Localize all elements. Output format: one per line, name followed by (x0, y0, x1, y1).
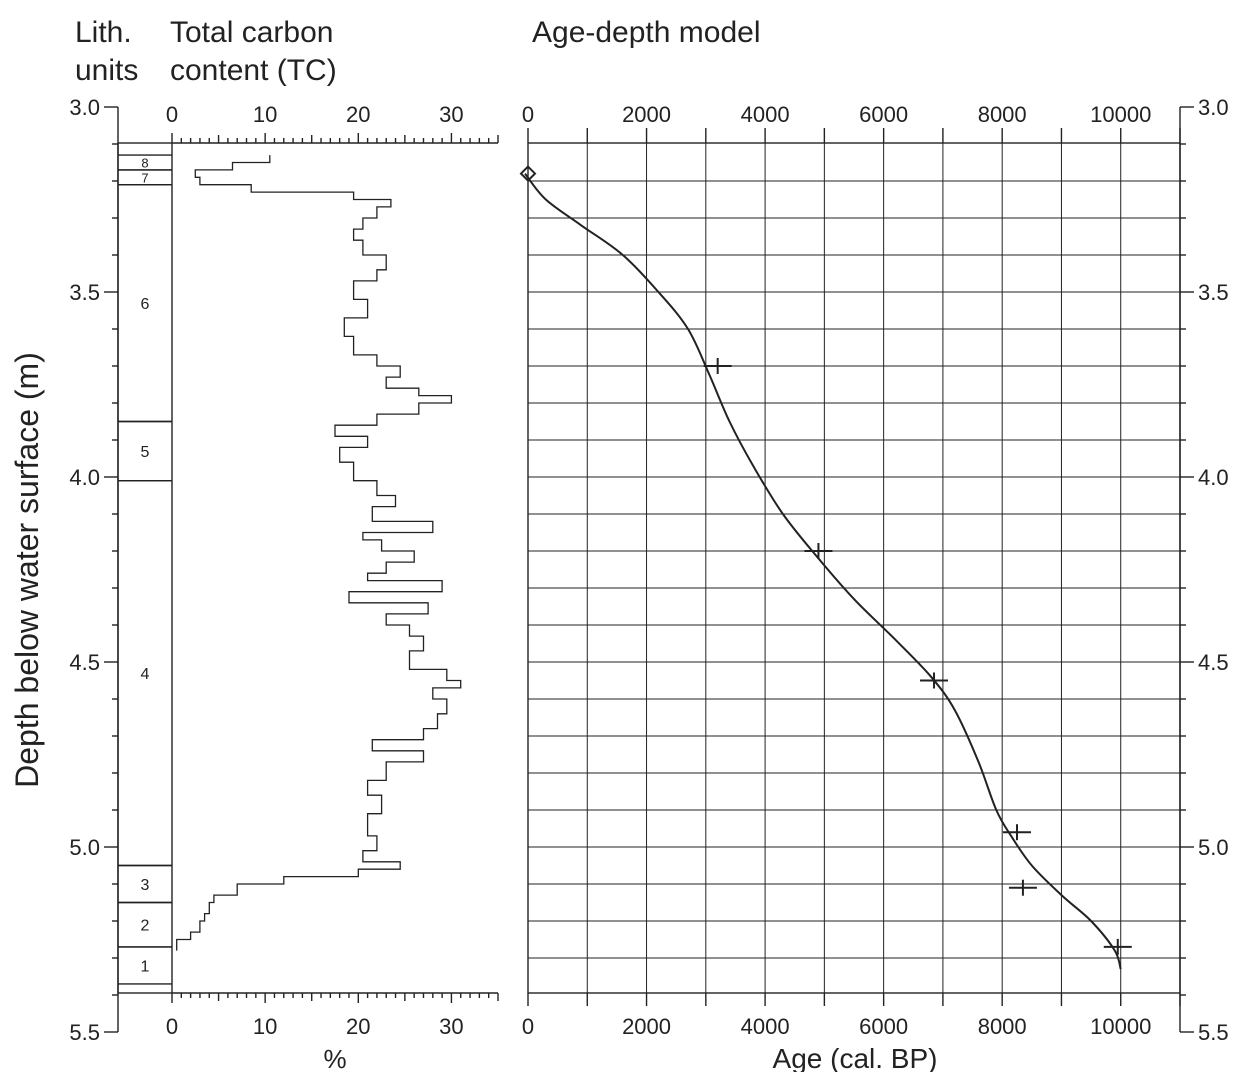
right-depth-tick-label: 5.0 (1198, 835, 1229, 860)
lith-units-column: 87 6 5 4 3 2 1 (117, 142, 173, 994)
age-depth-panel: Age (cal. BP) 0 0 2000 2000 4000 4000 6000 6000… (519, 102, 1181, 1072)
tc-bottom-tick-label: 0 (166, 1014, 178, 1039)
age-bottom-tick-label: 2000 (622, 1014, 671, 1039)
tc-curve (176, 155, 462, 951)
dated-point (703, 358, 732, 374)
right-depth-axis: 3.0 3.5 4.0 4.5 5.0 5.5 (1179, 95, 1229, 1045)
tc-bottom-tick-label: 30 (439, 1014, 463, 1039)
age-top-tick-label: 10000 (1090, 102, 1151, 127)
tc-header-line2: content (TC) (170, 54, 337, 87)
age-top-tick-label: 6000 (859, 102, 908, 127)
age-depth-frame (527, 142, 1181, 994)
lith-unit-8: 8 (141, 156, 148, 171)
dated-point (1003, 824, 1031, 841)
tc-top-tick-label: 30 (439, 102, 463, 127)
lith-unit-5: 5 (141, 444, 150, 461)
tc-bottom-tick-label: 20 (346, 1014, 370, 1039)
lith-unit-7: 7 (141, 170, 148, 185)
tc-header-line1: Total carbon (170, 16, 333, 49)
lith-header-line2: units (75, 54, 138, 87)
dated-point (804, 543, 833, 559)
age-bottom-tick-label: 0 (522, 1014, 534, 1039)
lith-unit-3: 3 (141, 877, 150, 894)
lith-unit-1: 1 (141, 958, 150, 975)
dated-point (1008, 879, 1037, 896)
left-depth-tick-label: 4.5 (69, 650, 100, 675)
tc-panel: % 0 0 10 10 20 20 30 30 (166, 102, 499, 1072)
right-depth-tick-label: 3.5 (1198, 280, 1229, 305)
age-top-tick-label: 0 (522, 102, 534, 127)
right-depth-ticks: 3.0 3.5 4.0 4.5 5.0 5.5 (1180, 95, 1229, 1045)
tc-top-tick-label: 20 (346, 102, 370, 127)
surface-marker (519, 165, 537, 183)
left-depth-tick-label: 5.0 (69, 835, 100, 860)
left-depth-tick-label: 5.5 (69, 1020, 100, 1045)
age-top-tick-label: 4000 (741, 102, 790, 127)
age-top-tick-label: 8000 (978, 102, 1027, 127)
left-depth-axis: 3.0 3.5 4.0 4.5 5.0 5.5 (69, 95, 119, 1045)
age-depth-title: Age-depth model (532, 16, 761, 49)
left-depth-tick-label: 3.0 (69, 95, 100, 120)
tc-x-label: % (323, 1044, 346, 1072)
age-bottom-tick-label: 8000 (978, 1014, 1027, 1039)
dated-point (1103, 938, 1132, 955)
dated-point (920, 672, 949, 689)
age-x-label: Age (cal. BP) (773, 1043, 938, 1072)
tc-bottom-tick-label: 10 (253, 1014, 277, 1039)
age-bottom-tick-label: 10000 (1090, 1014, 1151, 1039)
left-depth-ticks: 3.0 3.5 4.0 4.5 5.0 5.5 (69, 95, 118, 1045)
age-bottom-tick-label: 6000 (859, 1014, 908, 1039)
lith-unit-6: 6 (141, 296, 150, 313)
lith-unit-4: 4 (141, 666, 150, 683)
age-depth-curve (524, 172, 1122, 970)
right-depth-tick-label: 4.0 (1198, 465, 1229, 490)
depth-axis-label: Depth below water surface (m) (9, 352, 45, 788)
lith-unit-2: 2 (141, 918, 150, 935)
lith-header-line1: Lith. (75, 16, 132, 49)
lith-column-frame (117, 142, 173, 994)
age-bottom-tick-label: 4000 (741, 1014, 790, 1039)
right-depth-tick-label: 3.0 (1198, 95, 1229, 120)
right-depth-tick-label: 4.5 (1198, 650, 1229, 675)
left-depth-tick-label: 4.0 (69, 465, 100, 490)
left-depth-tick-label: 3.5 (69, 280, 100, 305)
tc-top-tick-label: 0 (166, 102, 178, 127)
right-depth-tick-label: 5.5 (1198, 1020, 1229, 1045)
tc-top-tick-label: 10 (253, 102, 277, 127)
age-top-tick-label: 2000 (622, 102, 671, 127)
